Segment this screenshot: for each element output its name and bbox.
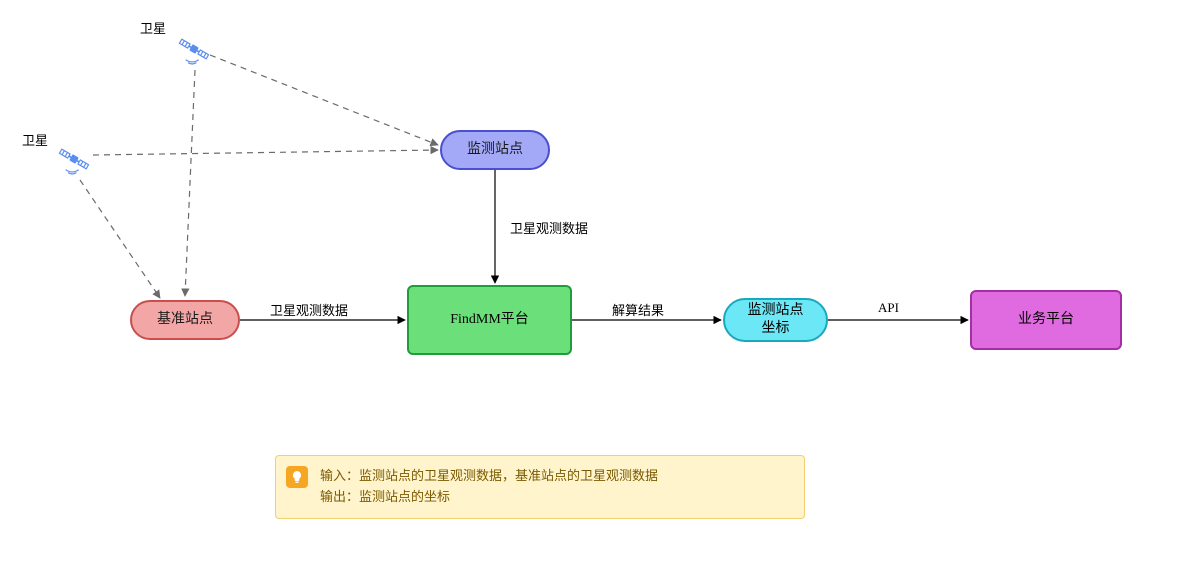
node-base-station: 基准站点 (130, 300, 240, 340)
edge-sat_top_to_base (185, 70, 195, 296)
edge-sat_left_to_monitor (93, 150, 438, 155)
satellite-icon (175, 30, 213, 73)
node-label: 业务平台 (1018, 311, 1074, 329)
satellite-icon (55, 140, 93, 183)
node-label: 监测站点坐标 (748, 302, 804, 338)
node-business-platform: 业务平台 (970, 290, 1122, 350)
edge-label-findmm_to_coord: 解算结果 (612, 300, 664, 319)
lightbulb-icon (286, 466, 308, 488)
edge-label-monitor_to_findmm: 卫星观测数据 (510, 218, 588, 237)
sat-left-label: 卫星 (22, 130, 48, 149)
callout-line: 输入：监测站点的卫星观测数据，基准站点的卫星观测数据 (320, 466, 790, 487)
node-label: 监测站点 (467, 141, 523, 159)
node-label: 基准站点 (157, 311, 213, 329)
io-callout: 输入：监测站点的卫星观测数据，基准站点的卫星观测数据 输出：监测站点的坐标 (275, 455, 805, 519)
edge-label-base_to_findmm: 卫星观测数据 (270, 300, 348, 319)
sat-top-label: 卫星 (140, 18, 166, 37)
node-monitor-station: 监测站点 (440, 130, 550, 170)
node-findmm-platform: FindMM平台 (407, 285, 572, 355)
callout-line: 输出：监测站点的坐标 (320, 487, 790, 508)
edge-sat_top_to_monitor (210, 55, 438, 145)
node-label: FindMM平台 (450, 311, 529, 329)
edge-sat_left_to_base (80, 180, 160, 298)
edge-label-coord_to_biz: API (878, 300, 899, 316)
node-monitor-coord: 监测站点坐标 (723, 298, 828, 342)
